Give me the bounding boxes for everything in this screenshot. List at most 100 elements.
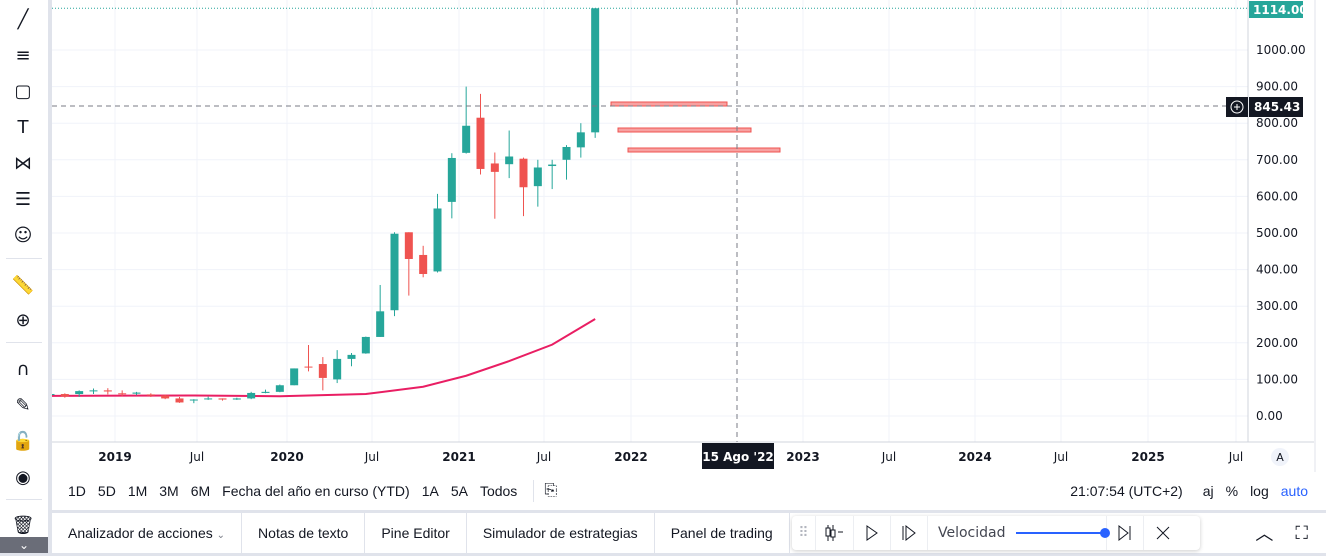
candle	[103, 388, 112, 395]
range-bar: 1D 5D 1M 3M 6M Fecha del año en curso (YTD) 1A…	[52, 472, 1314, 510]
time-tick: Jul	[881, 450, 896, 464]
rectangle-icon[interactable]: ▢	[14, 80, 32, 102]
percent-toggle[interactable]: %	[1225, 483, 1239, 499]
crosshair-price-label	[1249, 97, 1303, 117]
zoom-in-icon[interactable]: ⊕	[15, 309, 31, 331]
candle	[505, 130, 514, 179]
rectangle-drawing[interactable]	[610, 101, 728, 107]
forecast-icon[interactable]: ☰	[14, 188, 32, 210]
candle	[447, 153, 456, 219]
range-button[interactable]: 1M	[127, 483, 148, 499]
tab-text-notes[interactable]: Notas de texto	[242, 513, 366, 553]
candle	[275, 384, 284, 393]
eye-icon[interactable]: ◉	[15, 466, 31, 488]
auto-toggle[interactable]: auto	[1280, 483, 1308, 499]
candle	[533, 159, 542, 207]
tab-trading-panel[interactable]: Panel de trading	[655, 513, 790, 553]
candle	[404, 232, 413, 296]
rectangle-drawing[interactable]	[617, 127, 752, 133]
time-tick: Jul	[536, 450, 551, 464]
lock-drawing-icon[interactable]: ✎	[15, 394, 31, 416]
text-icon[interactable]: T	[17, 116, 29, 138]
divider	[6, 499, 42, 500]
time-tick: 2025	[1131, 450, 1164, 464]
range-button[interactable]: Todos	[479, 483, 518, 499]
candle	[476, 93, 485, 175]
trash-icon[interactable]: 🗑	[11, 514, 35, 536]
moving-average-line	[52, 318, 596, 398]
candle	[304, 344, 313, 372]
candle	[161, 394, 170, 400]
auto-scale-button[interactable]	[1271, 448, 1289, 466]
price-tick: 300.00	[1256, 299, 1298, 313]
time-tick: 2020	[270, 450, 303, 464]
right-strip	[1314, 0, 1326, 472]
candle	[419, 245, 428, 278]
range-button[interactable]: 3M	[159, 483, 179, 499]
collapse-toolbar-button[interactable]: ⌄	[0, 537, 48, 553]
tab-label: Analizador de acciones	[68, 525, 213, 541]
price-tick: 400.00	[1256, 263, 1298, 277]
divider	[6, 342, 42, 343]
select-bar-icon[interactable]	[816, 516, 854, 550]
price-tick: 700.00	[1256, 153, 1298, 167]
fullscreen-icon[interactable]: ⛶	[1295, 522, 1308, 543]
chart-pane[interactable]: 1000.00 900.00 800.00 700.00 600.00 500.00 400…	[52, 0, 1326, 510]
candle	[132, 391, 141, 396]
tab-strategy-tester[interactable]: Simulador de estrategias	[467, 513, 655, 553]
auto-scale-label: A	[1276, 451, 1284, 464]
price-tick: 1000.00	[1256, 43, 1306, 57]
candle	[562, 145, 571, 180]
speed-slider[interactable]	[1015, 528, 1110, 538]
step-forward-icon[interactable]	[891, 516, 928, 550]
divider	[6, 258, 42, 259]
emoji-icon[interactable]: ☺	[13, 224, 33, 246]
tab-pine-editor[interactable]: Pine Editor	[365, 513, 467, 553]
adjust-toggle[interactable]: aj	[1202, 483, 1214, 499]
tab-stock-screener[interactable]: Analizador de acciones ⌄	[52, 513, 243, 553]
trend-line-icon[interactable]: ╱	[17, 8, 29, 30]
log-toggle[interactable]: log	[1250, 483, 1269, 499]
lock-icon[interactable]: 🔓	[11, 430, 35, 452]
range-button[interactable]: 1A	[421, 483, 439, 499]
candle	[347, 353, 356, 367]
candle	[376, 284, 385, 337]
chevron-down-icon[interactable]: ⌄	[216, 530, 226, 541]
range-button[interactable]: 6M	[190, 483, 211, 499]
play-icon[interactable]	[854, 516, 891, 550]
range-button[interactable]: 5A	[450, 483, 468, 499]
candle	[591, 8, 600, 138]
candle	[218, 398, 227, 401]
goto-date-icon[interactable]: ⎘	[544, 482, 558, 499]
jump-to-realtime-icon[interactable]	[1107, 516, 1144, 550]
range-button[interactable]: 1D	[68, 483, 86, 499]
rectangle-drawing[interactable]	[627, 147, 781, 153]
crosshair-price-text: 845.43	[1254, 100, 1300, 114]
drag-handle-icon[interactable]: ⠿	[792, 516, 816, 550]
price-tick: 800.00	[1256, 116, 1298, 130]
candle	[52, 394, 55, 396]
plus-icon-glyph	[1234, 104, 1240, 110]
candle	[75, 390, 84, 397]
ruler-icon[interactable]: 📏	[11, 274, 35, 296]
last-price-label	[1249, 1, 1303, 18]
chevron-up-icon[interactable]: ︿	[1255, 524, 1274, 544]
close-replay-icon[interactable]	[1144, 516, 1182, 550]
pattern-icon[interactable]: ⋈	[14, 152, 32, 174]
chart-canvas[interactable]: 1000.00 900.00 800.00 700.00 600.00 500.00 400…	[52, 0, 1326, 472]
candle	[318, 357, 327, 391]
candle	[433, 193, 442, 273]
candle	[204, 396, 213, 400]
time-tick: Jul	[189, 450, 204, 464]
plus-icon[interactable]	[1230, 100, 1244, 114]
magnet-icon[interactable]: ∩	[16, 358, 30, 380]
range-button[interactable]: 5D	[97, 483, 116, 499]
time-tick: Jul	[1053, 450, 1068, 464]
price-tick: 200.00	[1256, 336, 1298, 350]
candle	[519, 157, 528, 217]
range-button[interactable]: Fecha del año en curso (YTD)	[222, 483, 410, 499]
time-tick: 2019	[98, 450, 131, 464]
replay-toolbar: ⠿ Velocidad	[792, 516, 1200, 550]
crosshair-date-label	[702, 443, 774, 469]
fib-icon[interactable]: ≡	[15, 44, 31, 66]
